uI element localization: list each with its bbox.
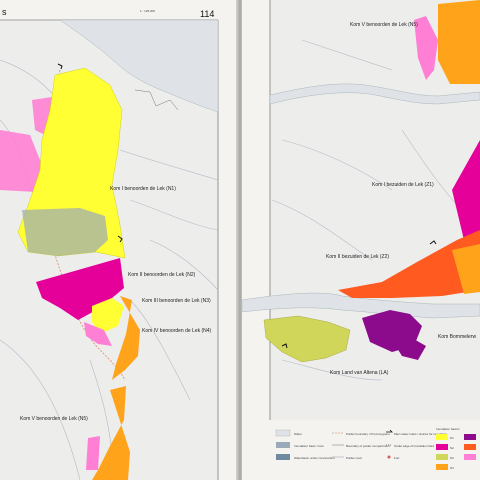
- legend-inundation-basins: Inundation basins: [436, 427, 460, 431]
- legend-n4: N4: [450, 466, 454, 470]
- label-n4: Kom IV benoorden de Lek (N4): [142, 328, 212, 334]
- map-legend: Water Inundation basin / kom Waterbasin …: [270, 420, 480, 480]
- book-spine: [236, 0, 244, 480]
- river-waal: [242, 292, 480, 319]
- label-la: Kom Land van Altena (LA): [330, 370, 389, 376]
- right-map: Kom V benoorden de Lek (N5) Kom I bezuid…: [242, 0, 480, 480]
- legend-water: Water: [294, 432, 302, 436]
- running-head-fragment: s: [2, 7, 7, 17]
- sluice-arrow-icon: [429, 240, 437, 245]
- left-map: Kom I benoorden de Lek (N1) Kom II benoo…: [0, 7, 219, 480]
- label-z1: Kom I bezuiden de Lek (Z1): [372, 182, 434, 188]
- legend-n2: N2: [450, 446, 454, 450]
- legend-n1: N1: [450, 436, 454, 440]
- basin-n5-pink-right: [414, 16, 438, 80]
- basin-n5: [92, 386, 130, 480]
- basin-n4: [112, 296, 140, 380]
- sluice-arrow-icon: [57, 63, 63, 70]
- basin-n5-pink: [86, 436, 100, 470]
- road-network: [271, 39, 463, 381]
- sluice-arrow-icon: [281, 343, 288, 349]
- basin-la: [263, 315, 351, 363]
- sluice-arrow-icon: [117, 235, 123, 243]
- scale-note: 1 : 125,000: [140, 9, 155, 13]
- left-page: Kom I benoorden de Lek (N1) Kom II benoo…: [0, 0, 238, 480]
- legend-outlet: Outlet edge of inundation field: [394, 444, 434, 448]
- basin-n5-right: [438, 0, 480, 84]
- basin-bommel-south: [392, 338, 426, 360]
- basin-z2: [338, 230, 480, 298]
- label-n2: Kom II benoorden de Lek (N2): [128, 272, 196, 278]
- basin-z1: [452, 140, 480, 240]
- legend-fort: Fort: [394, 456, 400, 460]
- label-n1: Kom I benoorden de Lek (N1): [110, 186, 176, 192]
- label-n3: Kom III benoorden de Lek (N3): [142, 298, 211, 304]
- right-page: Kom V benoorden de Lek (N5) Kom I bezuid…: [242, 0, 480, 480]
- river-lek: [269, 83, 480, 105]
- legend-inundation-basin: Inundation basin / kom: [294, 444, 325, 448]
- label-n5-right: Kom V benoorden de Lek (N5): [350, 22, 418, 28]
- legend-polder-road: Polder road: [346, 456, 362, 460]
- page-number: 114: [200, 9, 214, 19]
- basin-n3: [92, 298, 124, 334]
- legend-boundary-compartment: Boundary of polder compartment: [346, 444, 390, 448]
- legend-n3: N3: [450, 456, 454, 460]
- water-body: [59, 19, 219, 113]
- label-bommel: Kom Bommelerw: [438, 334, 476, 340]
- basin-n1-core: [22, 208, 108, 256]
- legend-waterbasin: Waterbasin under construction: [294, 456, 335, 460]
- legend-main-inlets: Main water inlets / sluices for inundati…: [394, 432, 448, 436]
- label-n5: Kom V benoorden de Lek (N5): [20, 416, 88, 422]
- legend-boundary-province: Polder boundary / Provincegrens: [346, 432, 390, 436]
- basin-pink-west: [0, 130, 42, 192]
- road-network: [0, 59, 219, 480]
- label-z2: Kom II bezuiden de Lek (Z2): [326, 254, 389, 260]
- basin-n3-pink: [84, 322, 112, 346]
- basin-z2-orange: [452, 244, 480, 294]
